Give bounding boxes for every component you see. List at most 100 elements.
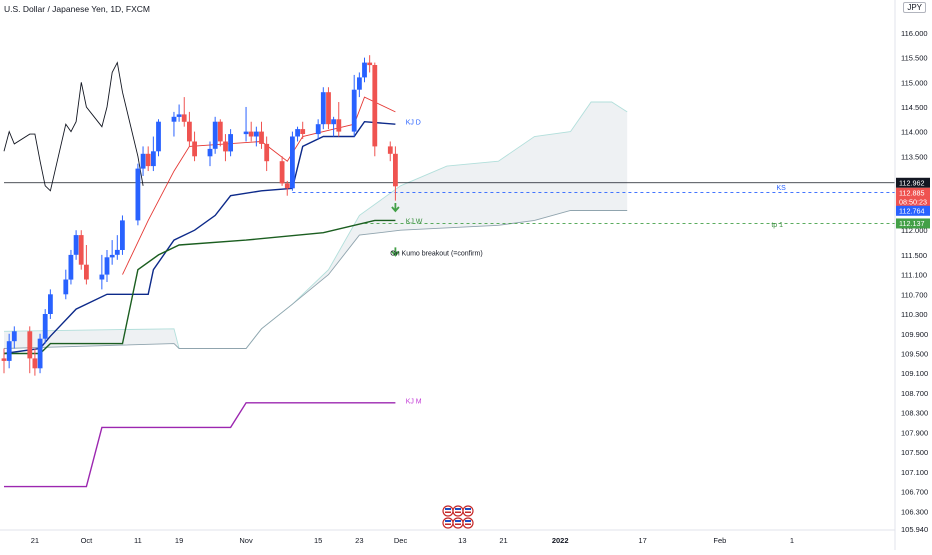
y-tick-16: 108.700 (901, 389, 928, 398)
price-badge-bg-0 (896, 177, 930, 188)
event-flag-icon-4[interactable] (452, 517, 464, 529)
kjm-label: KJ M (406, 398, 422, 405)
candle-body-3 (27, 331, 33, 359)
candle-body-30 (217, 121, 223, 142)
y-tick-0: 116.000 (901, 29, 928, 38)
event-flag-stripe-4 (455, 520, 461, 522)
candle-body-25 (181, 114, 187, 122)
event-flag-stripe-1 (455, 508, 461, 510)
candle-body-53 (387, 146, 393, 154)
x-tick-1: Oct (81, 536, 94, 545)
series-kj-m (4, 402, 396, 488)
y-tick-13: 109.900 (901, 330, 928, 339)
candle-body-10 (73, 235, 79, 255)
event-flag-icon-3[interactable] (442, 517, 454, 529)
candle-body-2 (11, 331, 17, 342)
candle-body-24 (176, 114, 182, 117)
candle-body-0 (1, 358, 7, 361)
candle-body-47 (336, 119, 342, 132)
x-tick-9: 21 (499, 536, 507, 545)
y-tick-20: 107.100 (901, 468, 928, 477)
event-flag-stripe-b-0 (445, 511, 451, 513)
series-chikou (3, 61, 144, 192)
candle-body-17 (120, 220, 125, 250)
candle-body-18 (135, 168, 141, 221)
event-flag-stripe-3 (445, 520, 451, 522)
candle-body-5 (37, 338, 43, 369)
event-flag-icon-1[interactable] (452, 505, 464, 517)
symbol-title: U.S. Dollar / Japanese Yen, 1D, FXCM (4, 4, 150, 14)
candle-body-14 (104, 257, 110, 275)
x-tick-2: 11 (134, 536, 142, 545)
series-tenkan (122, 96, 396, 275)
price-badge-bg-3 (896, 205, 930, 216)
x-tick-11: 17 (638, 536, 646, 545)
candle-body-11 (78, 235, 84, 265)
event-flag-stripe-b-3 (445, 523, 451, 525)
candle-body-45 (326, 92, 331, 125)
candle-body-29 (212, 121, 218, 149)
price-badge-bg-2 (896, 196, 930, 207)
candle-body-4 (32, 358, 38, 369)
event-flag-stripe-b-2 (465, 511, 471, 513)
candle-body-49 (357, 77, 362, 90)
x-tick-8: 13 (458, 536, 466, 545)
candle-body-12 (84, 264, 89, 280)
kjd-label: KJ D (406, 120, 421, 127)
y-tick-23: 105.940 (901, 525, 928, 534)
y-tick-4: 114.000 (901, 128, 928, 137)
y-tick-14: 109.500 (901, 349, 928, 358)
kumo-bottom-edge (3, 210, 628, 349)
down-arrow-1 (391, 247, 400, 257)
candle-body-36 (259, 131, 264, 144)
price-badge-4: 112.137 (899, 219, 924, 228)
candle-body-21 (151, 151, 156, 167)
price-badge-bg-4 (896, 218, 930, 229)
series-kj-w (4, 219, 396, 355)
candle-body-26 (187, 121, 192, 142)
y-tick-22: 106.300 (901, 507, 928, 516)
candle-body-42 (300, 129, 306, 134)
y-tick-1: 115.500 (901, 54, 928, 63)
kumo-cloud-fill (4, 102, 628, 349)
candle-body-23 (171, 116, 177, 122)
candle-body-1 (6, 341, 12, 361)
currency-button[interactable]: JPY (903, 2, 926, 13)
candle-body-15 (109, 254, 115, 258)
y-tick-5: 113.500 (901, 152, 928, 161)
x-tick-5: 15 (314, 536, 322, 545)
kumo-label: On Kumo breakout (=confirm) (390, 250, 482, 257)
candle-body-50 (362, 62, 367, 78)
x-tick-0: 21 (31, 536, 39, 545)
candle-body-31 (223, 141, 228, 152)
candle-body-22 (156, 121, 161, 152)
event-flag-icon-2[interactable] (462, 505, 474, 517)
candle-body-19 (140, 153, 146, 169)
x-tick-4: Nov (239, 536, 253, 545)
x-tick-3: 19 (175, 536, 183, 545)
candle-body-38 (279, 161, 285, 184)
y-tick-21: 106.700 (901, 488, 928, 497)
price-badge-0: 112.962 (899, 178, 924, 187)
y-tick-19: 107.500 (901, 448, 928, 457)
tp1-label: tp 1 (771, 222, 783, 229)
y-tick-11: 110.700 (901, 290, 928, 299)
candle-body-44 (320, 92, 326, 125)
event-flag-stripe-2 (465, 508, 471, 510)
candle-body-54 (393, 153, 398, 187)
event-flag-icon-5[interactable] (462, 517, 474, 529)
y-tick-3: 114.500 (901, 103, 928, 112)
candle-body-48 (351, 89, 357, 132)
candle-body-43 (315, 124, 321, 135)
event-flag-icon-0[interactable] (442, 505, 454, 517)
event-flag-stripe-b-1 (455, 511, 461, 513)
candle-body-40 (290, 136, 295, 189)
x-tick-7: Dec (394, 536, 408, 545)
price-badge-bg-1 (896, 187, 930, 198)
candle-body-34 (248, 131, 254, 137)
event-flag-stripe-5 (465, 520, 471, 522)
candle-body-6 (42, 314, 48, 339)
candle-body-9 (68, 254, 74, 280)
